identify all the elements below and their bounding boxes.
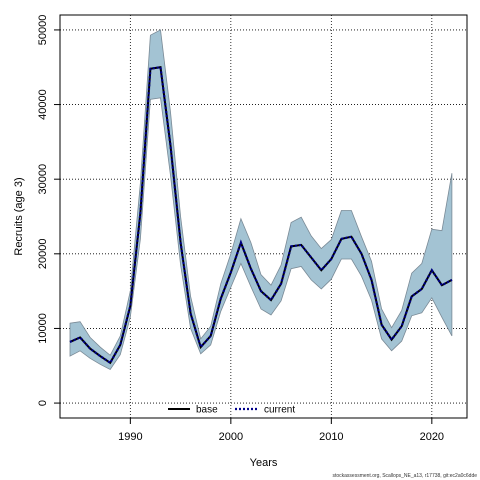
x-tick-label-1990: 1990 [118,431,142,443]
y-tick-label-40000: 40000 [37,89,49,120]
series-current-line [69,65,453,365]
x-tick-label-2010: 2010 [319,431,343,443]
x-axis-title: Years [250,457,278,469]
legend-current-label: current [264,405,295,416]
legend: base current [168,405,295,416]
x-tick-label-2000: 2000 [219,431,243,443]
series-base-line [69,66,453,365]
y-tick-label-20000: 20000 [37,239,49,270]
y-axis: 0 10000 20000 30000 40000 50000 [37,15,61,406]
confidence-band [69,29,453,371]
grid-lines [60,15,467,418]
y-tick-label-30000: 30000 [37,164,49,195]
plot-frame [59,14,468,419]
footer-attribution: stockassessment.org, Scallops_NE_a13, r1… [332,473,477,479]
x-tick-label-2020: 2020 [420,431,444,443]
y-tick-label-10000: 10000 [37,313,49,344]
legend-base-label: base [196,405,218,416]
y-axis-title: Recruits (age 3) [13,177,25,255]
y-tick-label-50000: 50000 [37,15,49,46]
x-axis: 1990 2000 2010 2020 [118,417,444,443]
y-tick-label-0: 0 [37,400,49,406]
